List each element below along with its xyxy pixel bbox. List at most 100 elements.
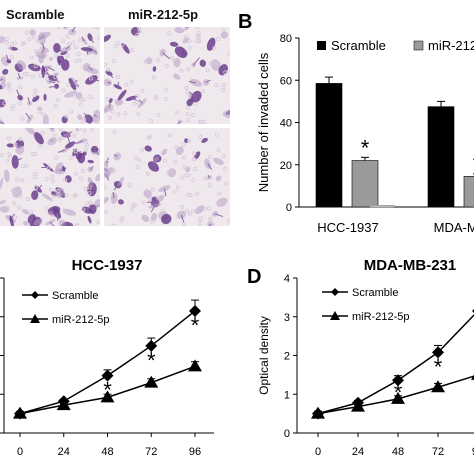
stained-cell [174, 27, 185, 34]
membrane-pore [52, 133, 57, 138]
membrane-pore [222, 166, 227, 171]
membrane-pore [214, 132, 219, 137]
membrane-pore [135, 165, 140, 170]
stained-cell [62, 165, 66, 172]
membrane-pore [94, 111, 99, 116]
membrane-pore [44, 176, 49, 181]
stained-cell [199, 59, 207, 67]
stained-cell [0, 76, 7, 83]
stained-cell [201, 137, 208, 143]
x-tick-label: 96 [189, 446, 201, 458]
x-tick-label: 48 [101, 446, 113, 458]
y-tick-label: 1 [284, 389, 290, 401]
stained-cell [184, 27, 190, 31]
membrane-pore [173, 159, 178, 164]
membrane-pore [46, 166, 51, 171]
cell-process [63, 27, 66, 29]
stained-cell [6, 143, 14, 148]
legend-label-mir: miR-212-5p [352, 311, 409, 323]
legend-label-mir: miR-212-5p [52, 314, 109, 326]
point-diamond [392, 374, 404, 387]
membrane-pore [57, 27, 62, 30]
stained-cell [148, 203, 162, 209]
membrane-pore [111, 59, 116, 64]
cell-process [180, 214, 185, 223]
point-diamond [145, 339, 158, 352]
membrane-pore [163, 87, 168, 92]
membrane-pore [30, 74, 35, 79]
membrane-pore [65, 53, 70, 58]
stained-cell [41, 193, 53, 202]
cell-process [107, 82, 112, 84]
membrane-pore [20, 164, 25, 169]
cell-process [89, 36, 95, 44]
membrane-pore [105, 96, 110, 101]
point-triangle [431, 380, 445, 393]
stained-cell [22, 220, 29, 226]
membrane-pore [191, 112, 196, 117]
membrane-pore [129, 79, 134, 84]
membrane-pore [53, 104, 58, 109]
membrane-pore [174, 144, 179, 149]
membrane-pore [191, 209, 196, 214]
significance-star: * [434, 354, 443, 379]
membrane-pore [37, 51, 42, 56]
stained-cell [104, 104, 114, 112]
membrane-pore [29, 114, 34, 119]
micrograph-mir-bottom [104, 128, 230, 226]
cell-process [49, 221, 55, 226]
membrane-pore [57, 137, 62, 142]
membrane-pore [27, 36, 32, 41]
membrane-pore [66, 42, 71, 47]
membrane-pore [51, 194, 56, 199]
membrane-pore [137, 157, 142, 162]
chart-title: MDA-MB-231 [364, 257, 457, 274]
stained-cell [0, 118, 5, 124]
membrane-pore [9, 42, 14, 47]
membrane-pore [187, 39, 192, 44]
cell-process [0, 78, 4, 81]
membrane-pore [198, 119, 203, 124]
stained-cell [52, 207, 62, 219]
membrane-pore [106, 67, 111, 72]
membrane-pore [74, 223, 79, 226]
membrane-pore [205, 68, 210, 73]
membrane-pore [187, 45, 192, 50]
membrane-pore [166, 170, 171, 175]
cell-process [208, 223, 211, 226]
bar-mir-212 [463, 176, 474, 208]
cell-process [207, 163, 213, 170]
membrane-pore [37, 143, 42, 148]
cell-process [16, 89, 21, 98]
stained-cell [144, 145, 152, 152]
membrane-pore [61, 88, 66, 93]
membrane-pore [4, 37, 9, 42]
y-tick-label: 2 [284, 351, 290, 363]
membrane-pore [7, 86, 12, 91]
membrane-pore [97, 36, 100, 41]
membrane-pore [140, 147, 145, 152]
membrane-pore [156, 195, 161, 200]
cell-process [74, 151, 82, 153]
membrane-pore [192, 151, 197, 156]
membrane-pore [180, 175, 185, 180]
membrane-pore [203, 176, 208, 181]
stained-cell [105, 70, 113, 76]
cell-texture [0, 27, 100, 124]
stained-cell [75, 92, 83, 100]
significance-star: * [103, 378, 112, 403]
stained-cell [222, 110, 230, 119]
membrane-pore [55, 97, 60, 102]
membrane-pore [88, 76, 93, 81]
membrane-pore [10, 188, 15, 193]
cell-process [188, 80, 197, 84]
membrane-pore [131, 204, 136, 209]
stained-cell [108, 98, 113, 104]
cell-process [66, 135, 71, 144]
stained-cell [117, 176, 125, 186]
legend-marker-diamond [31, 291, 39, 299]
membrane-pore [33, 151, 38, 156]
membrane-pore [185, 111, 190, 116]
membrane-pore [74, 45, 79, 50]
